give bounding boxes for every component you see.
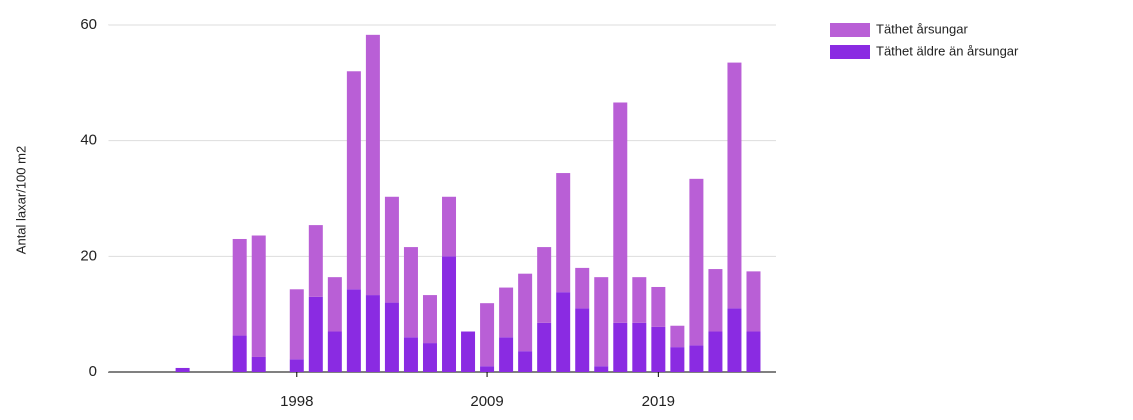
bar-segment [499, 287, 514, 338]
bar-segment [537, 322, 552, 372]
legend-label: Täthet årsungar [876, 21, 968, 36]
bar-segment [613, 102, 628, 323]
y-tick-label: 40 [80, 132, 97, 149]
bar-segment [232, 335, 247, 372]
bar-segment [556, 173, 571, 293]
bar-segment [365, 34, 380, 296]
bar-segment [670, 325, 685, 348]
bar-segment [175, 367, 190, 372]
bar-segment [346, 289, 361, 372]
bar-segment [594, 366, 609, 372]
x-tick-label: 2009 [470, 393, 503, 410]
y-tick-label: 20 [80, 247, 97, 264]
bar-segment [442, 256, 457, 372]
legend-swatch [830, 23, 870, 37]
bar-segment [708, 331, 723, 372]
bar-segment [251, 235, 266, 357]
legend-label: Täthet äldre än årsungar [876, 43, 1019, 58]
bar-segment [403, 247, 418, 338]
bar-segment [613, 322, 628, 372]
bar-segment [632, 322, 647, 372]
bar-segment [442, 196, 457, 257]
bar-segment [422, 295, 437, 344]
bar-segment [670, 347, 685, 372]
bar-segment [327, 331, 342, 372]
bar-segment [632, 277, 647, 323]
x-tick-label: 2019 [642, 393, 675, 410]
y-tick-label: 60 [80, 16, 97, 33]
bar-segment [556, 292, 571, 372]
bar-segment [746, 331, 761, 372]
bar-segment [327, 277, 342, 332]
bar-segment [480, 303, 495, 367]
bar-segment [308, 225, 323, 297]
legend-swatch [830, 45, 870, 59]
bar-segment [251, 356, 266, 372]
bar-segment [594, 277, 609, 367]
bar-segment [537, 247, 552, 323]
bar-segment [727, 308, 742, 372]
bar-segment [518, 273, 533, 352]
bar-segment [365, 295, 380, 372]
bar-segment [384, 196, 399, 303]
bar-segment [518, 351, 533, 372]
bar-segment [422, 343, 437, 372]
bar-segment [480, 366, 495, 372]
bar-segment [384, 302, 399, 372]
bar-segment [575, 308, 590, 372]
y-tick-label: 0 [89, 363, 97, 380]
bar-segment [651, 326, 666, 372]
bar-segment [232, 238, 247, 336]
bar-segment [461, 331, 476, 372]
y-axis-label: Antal laxar/100 m2 [13, 146, 28, 254]
bar-segment [708, 269, 723, 332]
bar-segment [403, 337, 418, 372]
bar-segment [689, 345, 704, 372]
x-tick-label: 1998 [280, 393, 313, 410]
bar-segment [289, 359, 304, 372]
bar-segment [689, 178, 704, 346]
bar-segment [289, 289, 304, 360]
bar-segment [575, 267, 590, 309]
bar-segment [746, 271, 761, 332]
bar-segment [651, 286, 666, 327]
bar-segment [499, 337, 514, 372]
bar-segment [308, 296, 323, 372]
bar-segment [346, 71, 361, 290]
bar-segment [727, 62, 742, 309]
